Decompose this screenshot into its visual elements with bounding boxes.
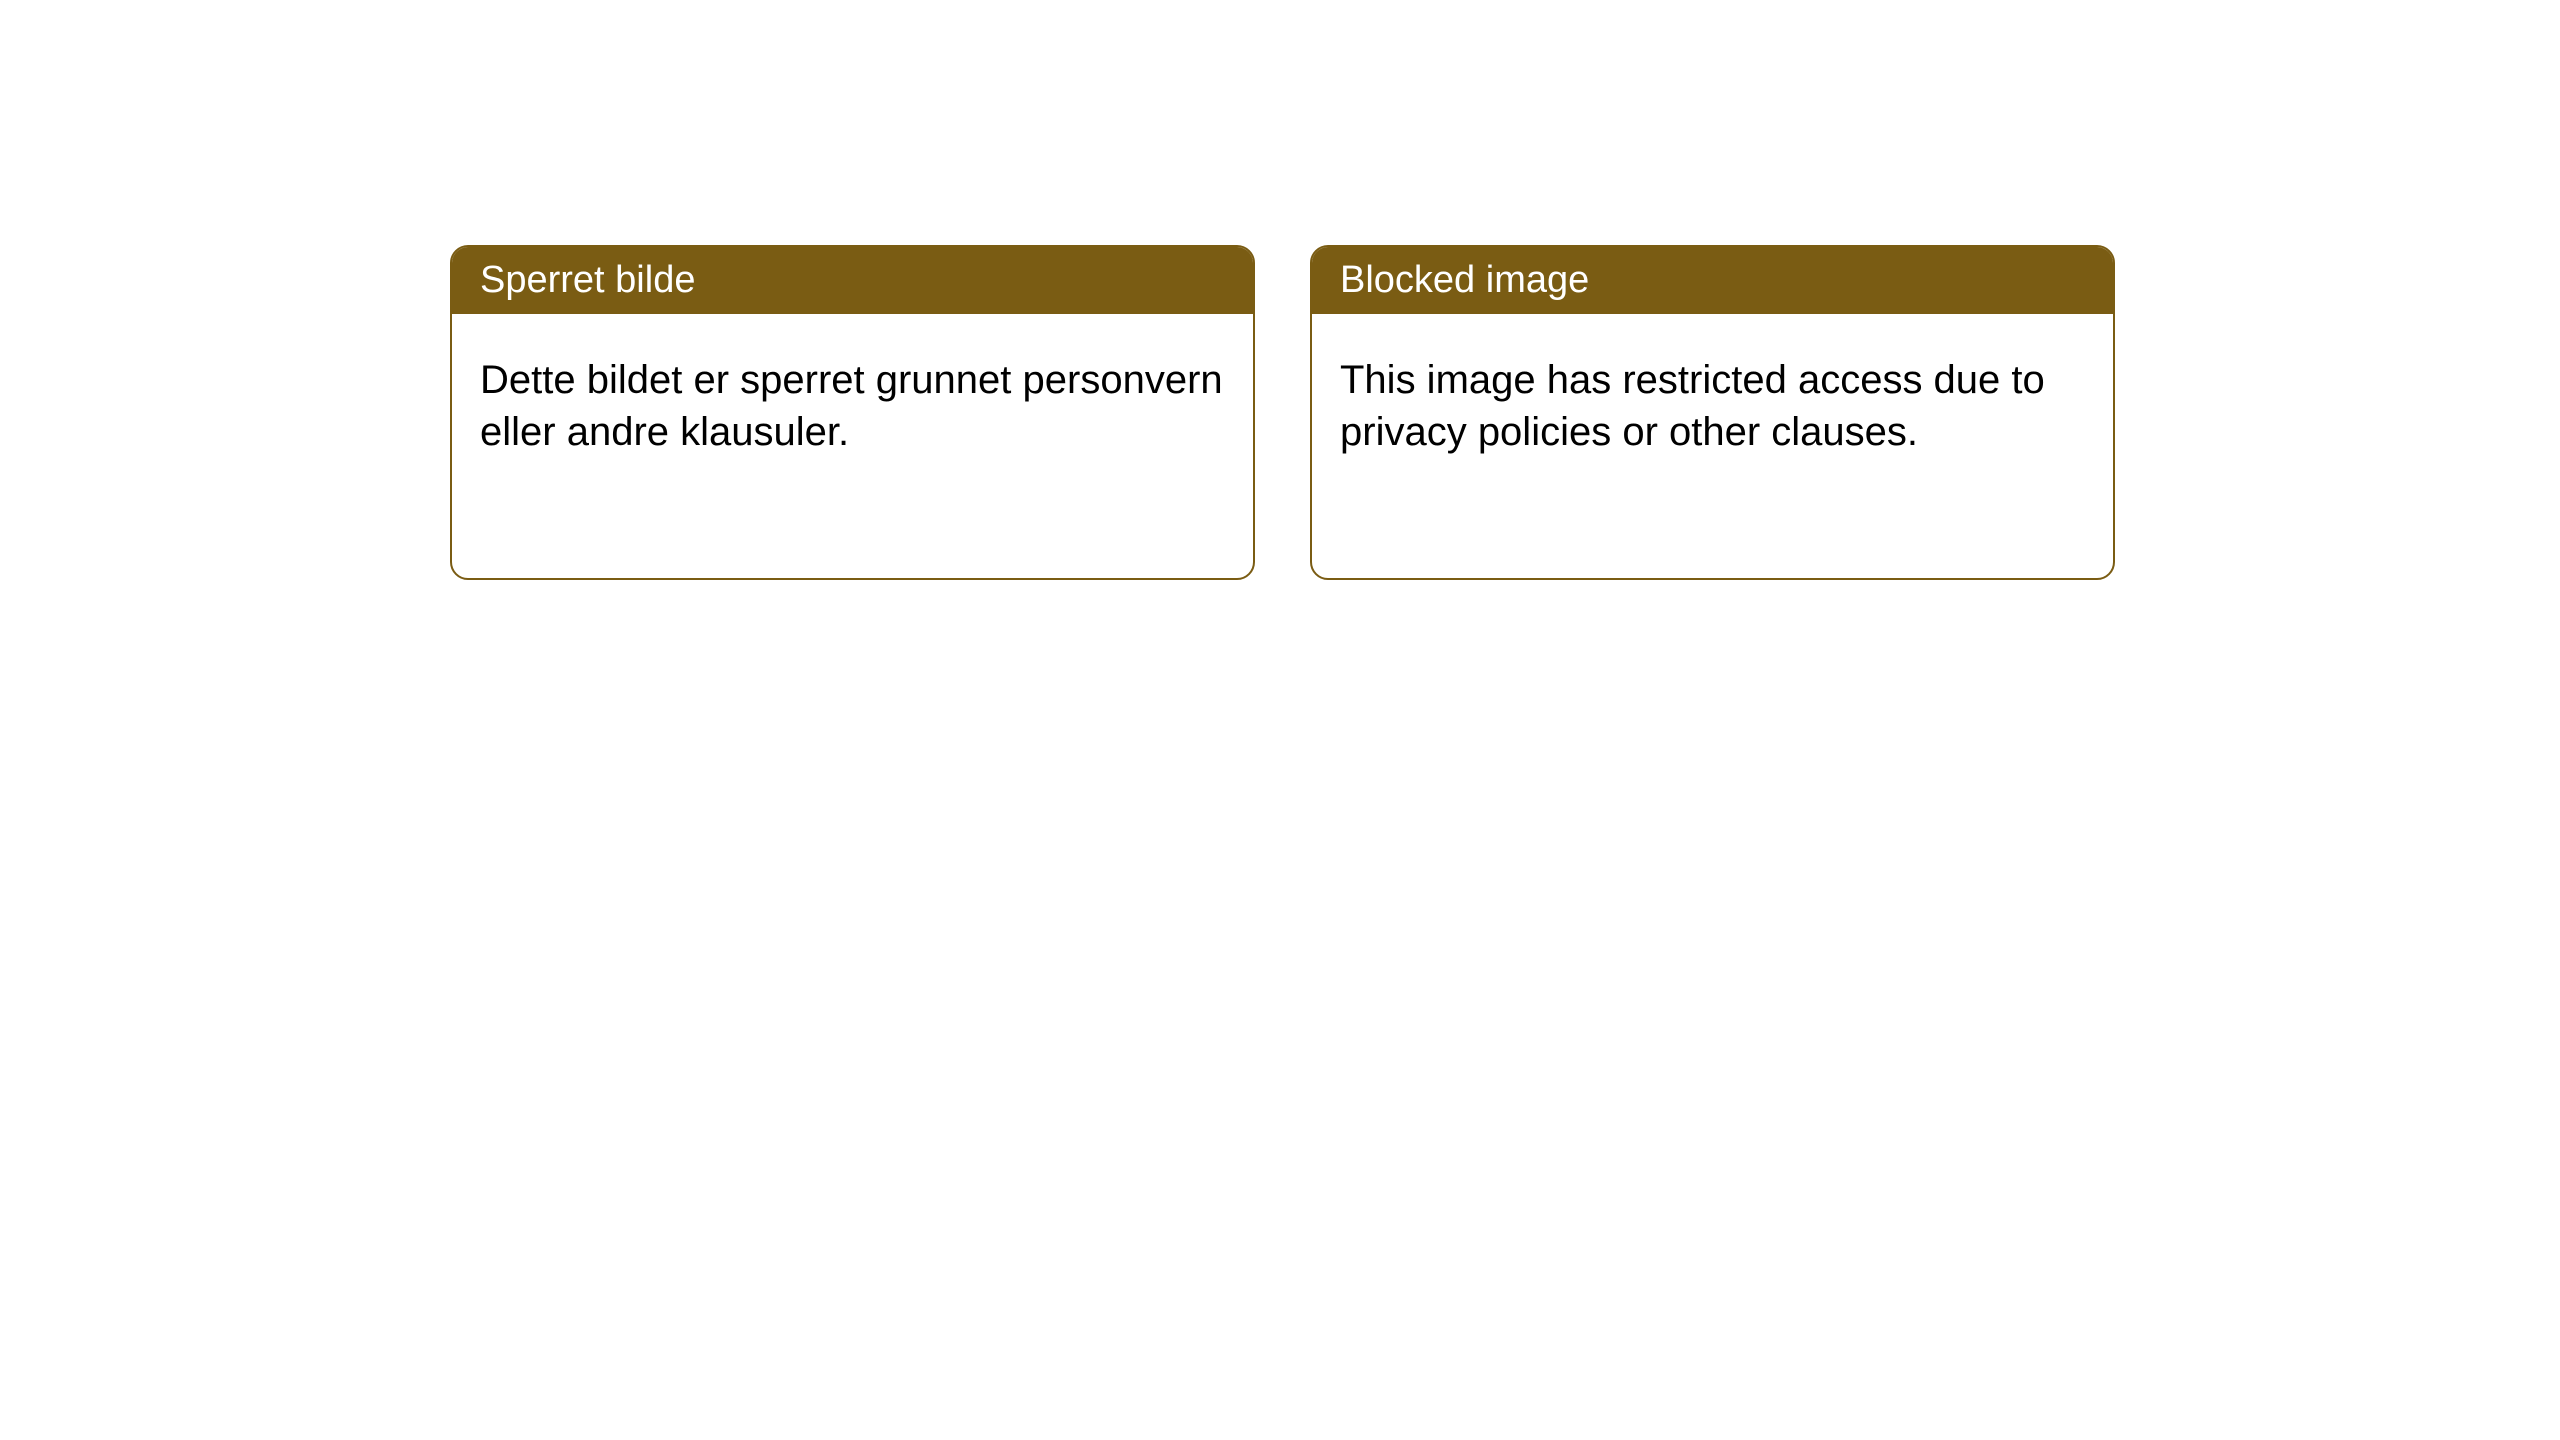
blocked-image-card-en: Blocked image This image has restricted … (1310, 245, 2115, 580)
card-header-en: Blocked image (1312, 247, 2113, 314)
card-header-no: Sperret bilde (452, 247, 1253, 314)
cards-container: Sperret bilde Dette bildet er sperret gr… (450, 245, 2115, 580)
card-body-en: This image has restricted access due to … (1312, 314, 2113, 486)
blocked-image-card-no: Sperret bilde Dette bildet er sperret gr… (450, 245, 1255, 580)
card-body-no: Dette bildet er sperret grunnet personve… (452, 314, 1253, 486)
